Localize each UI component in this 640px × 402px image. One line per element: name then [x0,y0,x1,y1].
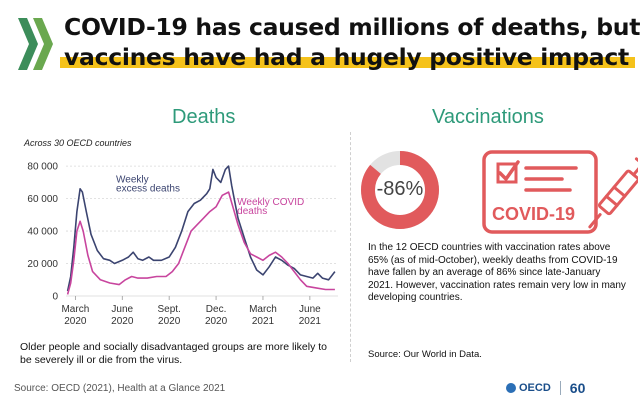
vaccine-certificate-icon: COVID-19 [482,150,638,234]
title-line-2: vaccines have had a hugely positive impa… [60,43,635,71]
vaccine-icon-label: COVID-19 [492,204,575,224]
oecd-globe-icon [506,383,516,393]
y-tick-label: 40 000 [27,227,58,238]
footer-source: Source: OECD (2021), Health at a Glance … [14,383,226,394]
x-tick-label: March [61,304,89,315]
vaccinations-section-heading: Vaccinations [432,106,544,128]
x-tick-label: Dec. [206,304,227,315]
y-tick-label: 80 000 [27,162,58,173]
section-divider [350,132,351,362]
oecd-logo-text: OECD [519,382,551,394]
series-annotation: Weekly [116,174,149,185]
reduction-donut [361,151,439,229]
logo-separator [559,381,561,395]
series-annotation: Weekly COVID [237,197,304,208]
title-line-1: COVID-19 has caused millions of deaths, … [64,13,640,41]
x-tick-year-label: 2020 [158,316,181,327]
x-tick-year-label: 2021 [299,316,322,327]
x-tick-year-label: 2020 [205,316,228,327]
x-tick-year-label: 2021 [252,316,275,327]
deaths-note: Older people and socially disadvantaged … [20,341,328,366]
vaccination-text: In the 12 OECD countries with vaccinatio… [368,242,626,303]
y-tick-label: 60 000 [27,194,58,205]
x-tick-year-label: 2020 [64,316,87,327]
x-tick-year-label: 2020 [111,316,134,327]
x-tick-label: Sept. [157,304,180,315]
chart-subtitle: Across 30 OECD countries [24,138,132,148]
oecd-logo: OECD 60 [506,380,585,396]
x-tick-label: June [299,304,321,315]
series-line-covid [66,191,335,295]
series-annotation: deaths [237,206,267,217]
chevron-logo-icon [18,18,53,70]
x-tick-label: March [249,304,277,315]
x-tick-label: June [111,304,133,315]
y-tick-label: 20 000 [27,259,58,270]
series-line-excess [66,165,336,292]
vaccination-source: Source: Our World in Data. [368,349,482,360]
donut-value-arc [361,151,439,229]
series-annotation: excess deaths [116,183,180,194]
donut-value-label: -86% [376,178,424,200]
y-tick-label: 0 [52,292,58,303]
deaths-section-heading: Deaths [172,106,236,128]
anniversary-mark: 60 [569,380,586,396]
page-title: COVID-19 has caused millions of deaths, … [60,12,640,72]
